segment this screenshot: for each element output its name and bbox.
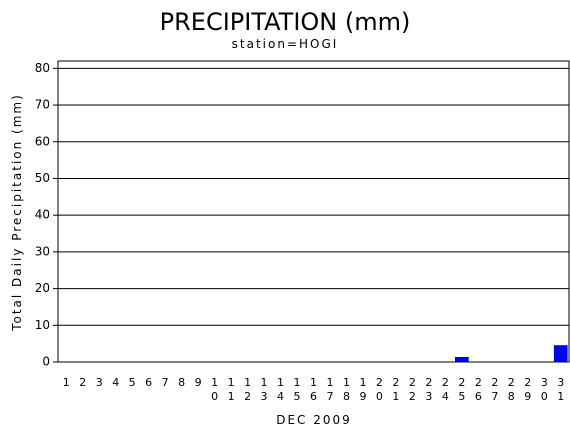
x-tick-label: 20: [373, 376, 386, 404]
x-tick-label: 25: [455, 376, 468, 404]
y-tick-label: 20: [35, 281, 50, 295]
x-tick-label: 1: [60, 376, 73, 390]
x-tick-label: 3: [93, 376, 106, 390]
y-tick-label: 70: [35, 98, 50, 112]
x-tick-label: 7: [159, 376, 172, 390]
x-tick-label: 19: [356, 376, 369, 404]
x-tick-label: 8: [175, 376, 188, 390]
x-tick-label: 27: [488, 376, 501, 404]
x-tick-label: 17: [323, 376, 336, 404]
x-tick-label: 31: [554, 376, 567, 404]
x-tick-label: 13: [258, 376, 271, 404]
x-tick-label: 21: [389, 376, 402, 404]
chart-title: PRECIPITATION (mm): [160, 8, 411, 36]
y-tick-label: 50: [35, 171, 50, 185]
x-tick-label: 29: [521, 376, 534, 404]
x-tick-label: 23: [422, 376, 435, 404]
x-tick-label: 30: [538, 376, 551, 404]
x-tick-label: 11: [225, 376, 238, 404]
x-tick-label: 6: [142, 376, 155, 390]
y-axis-label: Total Daily Precipitation (mm): [10, 93, 24, 332]
plot-frame: [57, 60, 570, 363]
x-tick-label: 26: [472, 376, 485, 404]
y-tick-label: 30: [35, 244, 50, 258]
bar: [455, 356, 469, 363]
x-tick-label: 16: [307, 376, 320, 404]
y-tick-label: 0: [42, 355, 50, 369]
y-tick-label: 80: [35, 61, 50, 75]
x-tick-label: 9: [192, 376, 205, 390]
x-tick-label: 22: [406, 376, 419, 404]
x-tick-label: 2: [76, 376, 89, 390]
y-tick-label: 10: [35, 318, 50, 332]
y-tick-label: 40: [35, 208, 50, 222]
x-tick-label: 18: [340, 376, 353, 404]
x-tick-label: 15: [291, 376, 304, 404]
x-tick-label: 12: [241, 376, 254, 404]
x-tick-label: 28: [505, 376, 518, 404]
chart-subtitle: station=HOGI: [232, 37, 339, 51]
bar: [553, 345, 568, 363]
x-tick-label: 10: [208, 376, 221, 404]
x-tick-label: 24: [439, 376, 452, 404]
x-tick-label: 14: [274, 376, 287, 404]
x-axis-label: DEC 2009: [276, 413, 352, 427]
x-tick-label: 4: [109, 376, 122, 390]
y-tick-label: 60: [35, 134, 50, 148]
x-tick-label: 5: [126, 376, 139, 390]
